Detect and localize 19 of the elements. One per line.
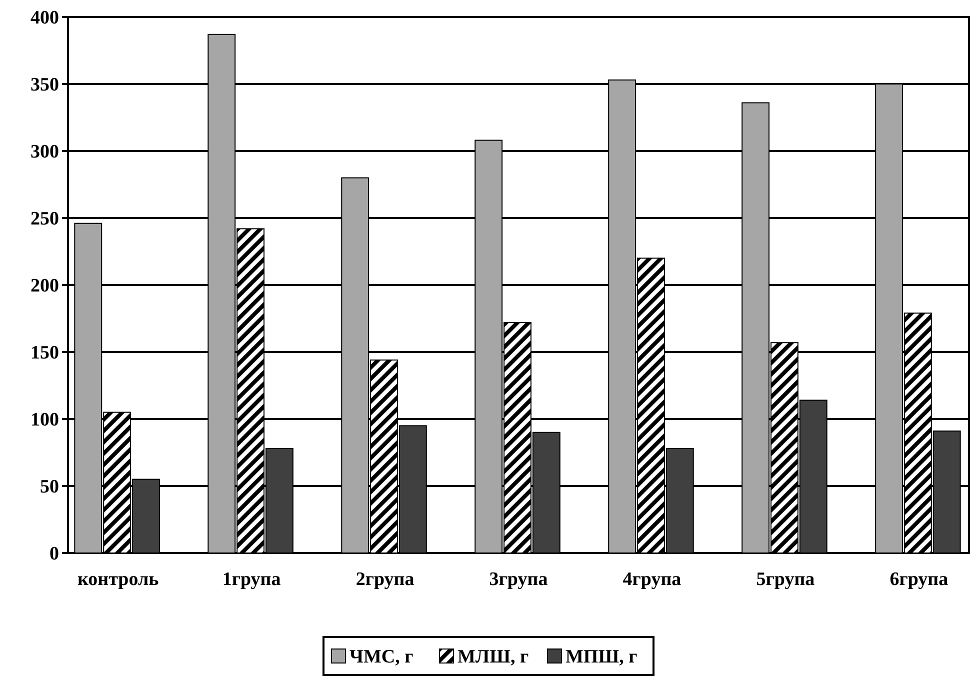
x-tick-label: 5група bbox=[756, 569, 816, 590]
y-tick-label: 100 bbox=[30, 410, 59, 431]
legend-label: МПШ, г bbox=[566, 646, 638, 668]
legend-label: МЛШ, г bbox=[458, 646, 529, 668]
y-tick-label: 50 bbox=[40, 476, 59, 498]
y-tick-label: 200 bbox=[30, 276, 59, 297]
x-tick-label: 6група bbox=[890, 569, 949, 590]
y-tick-label: 250 bbox=[30, 208, 59, 230]
x-tick-label: 3група bbox=[489, 569, 548, 590]
legend-label: ЧМС, г bbox=[350, 646, 414, 668]
x-tick-label: контроль bbox=[77, 569, 159, 590]
y-tick-label: 350 bbox=[30, 74, 59, 96]
x-tick-label: 1група bbox=[222, 569, 282, 590]
y-tick-label: 0 bbox=[50, 544, 59, 565]
x-tick-label: 2група bbox=[356, 569, 415, 590]
x-tick-label: 4група bbox=[622, 569, 682, 590]
y-tick-label: 300 bbox=[30, 142, 59, 163]
y-tick-label: 150 bbox=[30, 342, 59, 364]
y-tick-label: 400 bbox=[30, 8, 59, 29]
